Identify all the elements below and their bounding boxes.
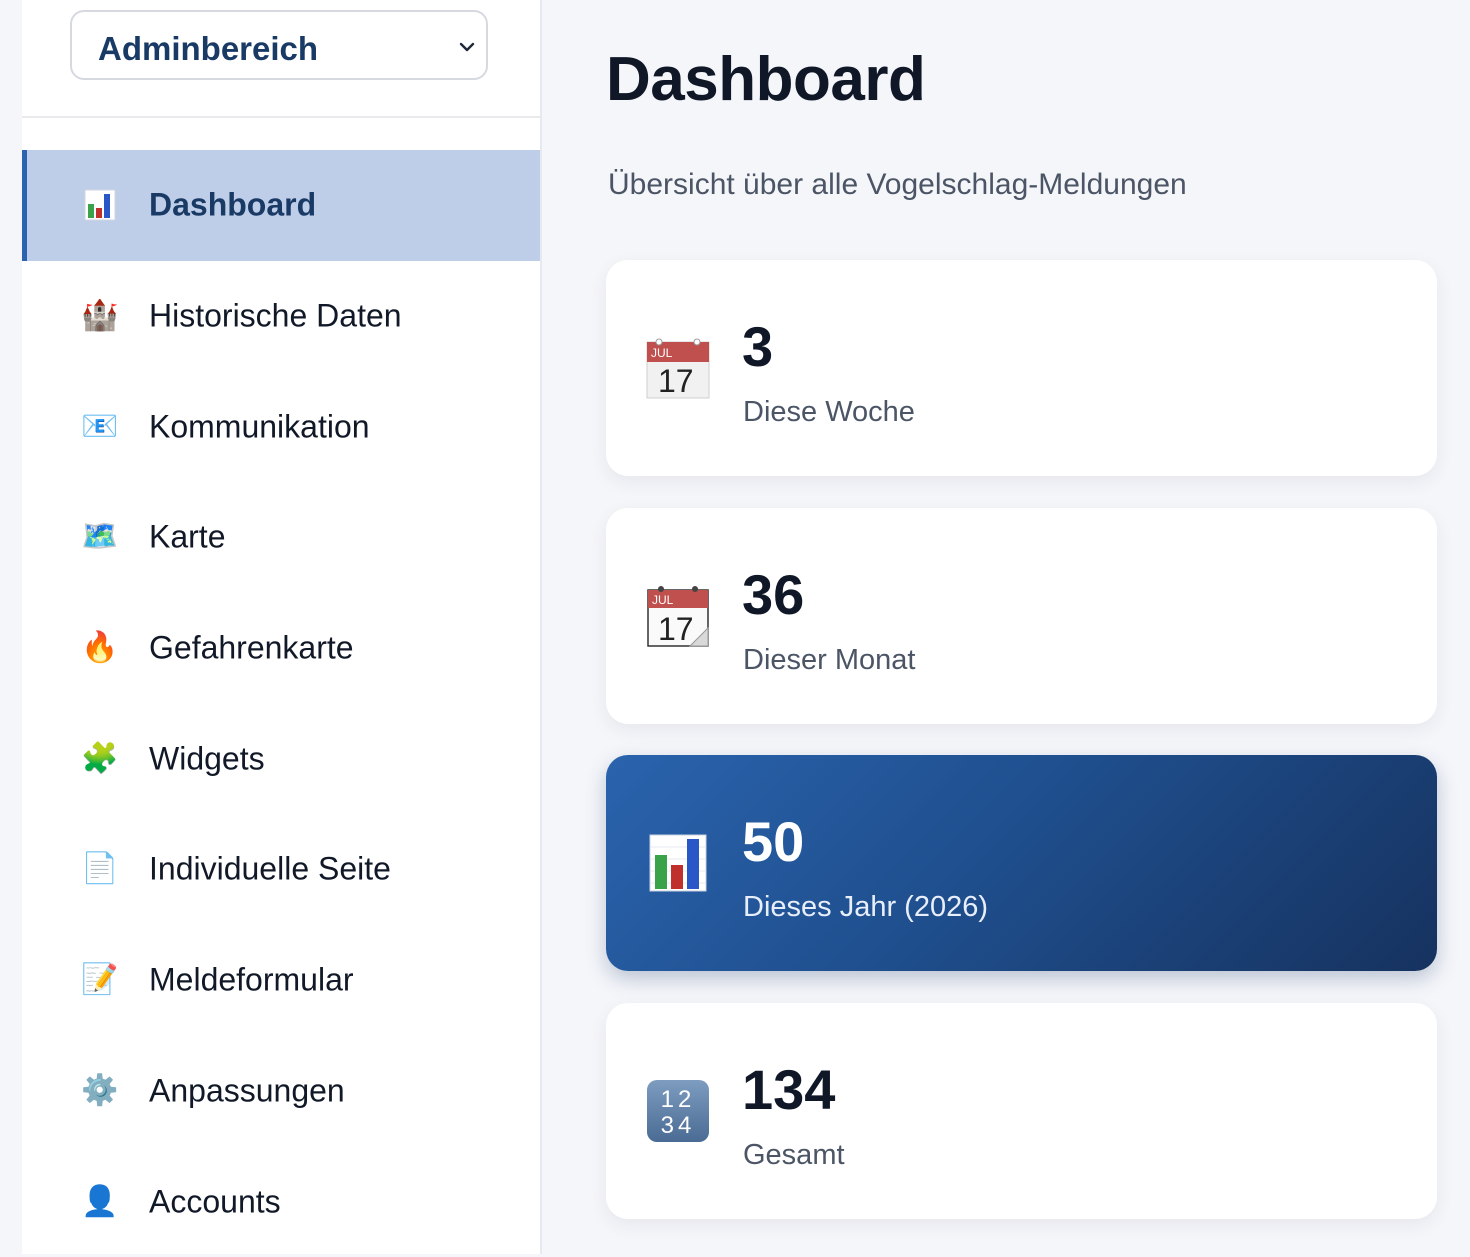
sidebar-item-label: Individuelle Seite	[149, 850, 391, 887]
area-select[interactable]: Adminbereich	[70, 10, 488, 80]
sidebar-divider	[22, 116, 540, 118]
stat-value: 36	[742, 563, 805, 626]
sidebar-item-label: Kommunikation	[149, 408, 370, 445]
window-edge	[0, 0, 22, 1254]
main-content: Dashboard Übersicht über alle Vogelschla…	[542, 0, 1470, 1254]
sidebar-item-anpassungen[interactable]: ⚙️ Anpassungen	[22, 1036, 540, 1147]
user-icon: 👤	[81, 1184, 119, 1218]
stat-card-month: JUL 17 36 Dieser Monat	[606, 508, 1437, 724]
sidebar-item-accounts[interactable]: 👤 Accounts	[22, 1146, 540, 1257]
sidebar-item-label: Historische Daten	[149, 297, 402, 334]
stat-caption: Gesamt	[743, 1139, 845, 1171]
map-icon: 🗺️	[81, 520, 119, 554]
tear-off-calendar-icon: JUL 17	[647, 586, 709, 647]
sidebar-nav: Dashboard 🏰 Historische Daten 📧 Kommunik…	[22, 150, 540, 1257]
sidebar-item-gefahrenkarte[interactable]: 🔥 Gefahrenkarte	[22, 593, 540, 704]
fire-icon: 🔥	[81, 631, 119, 665]
sidebar-item-label: Widgets	[149, 740, 265, 777]
sidebar-item-label: Anpassungen	[149, 1072, 345, 1109]
sidebar-item-label: Meldeformular	[149, 961, 354, 998]
stat-caption: Dieser Monat	[743, 644, 916, 676]
puzzle-icon: 🧩	[81, 741, 119, 775]
numbers-bottom: 34	[661, 1112, 696, 1139]
page-title: Dashboard	[606, 45, 926, 114]
memo-icon: 📝	[81, 963, 119, 997]
stat-card-year: 50 Dieses Jahr (2026)	[606, 755, 1437, 971]
sidebar-item-label: Accounts	[149, 1183, 281, 1220]
sidebar-item-individuelle-seite[interactable]: 📄 Individuelle Seite	[22, 814, 540, 925]
sidebar-item-karte[interactable]: 🗺️ Karte	[22, 482, 540, 593]
page-icon: 📄	[81, 852, 119, 886]
stat-value: 50	[742, 810, 805, 873]
stat-card-week: JUL 17 3 Diese Woche	[606, 260, 1437, 476]
sidebar-item-label: Karte	[149, 518, 226, 555]
sidebar-item-widgets[interactable]: 🧩 Widgets	[22, 703, 540, 814]
castle-icon: 🏰	[81, 299, 119, 333]
sidebar-item-label: Gefahrenkarte	[149, 629, 354, 666]
calendar-month: JUL	[651, 346, 673, 360]
gear-icon: ⚙️	[81, 1073, 119, 1107]
stat-value: 134	[742, 1058, 836, 1121]
stat-card-total: 12 34 134 Gesamt	[606, 1003, 1437, 1219]
email-icon: 📧	[81, 409, 119, 443]
chevron-down-icon	[459, 42, 475, 52]
calendar-day: 17	[658, 363, 694, 399]
stat-caption: Diese Woche	[743, 396, 915, 428]
calendar-day: 17	[658, 611, 694, 647]
area-select-label: Adminbereich	[98, 30, 319, 67]
stat-caption: Dieses Jahr (2026)	[743, 891, 988, 923]
stat-value: 3	[742, 315, 774, 378]
numbers-top: 12	[661, 1086, 696, 1113]
page-subtitle: Übersicht über alle Vogelschlag-Meldunge…	[608, 168, 1187, 201]
bar-chart-icon	[80, 185, 120, 225]
sidebar-item-label: Dashboard	[149, 186, 317, 223]
calendar-month: JUL	[652, 593, 674, 607]
sidebar-item-kommunikation[interactable]: 📧 Kommunikation	[22, 371, 540, 482]
sidebar: Adminbereich Dashboard 🏰 Historische Dat…	[22, 0, 542, 1254]
numbers-icon: 12 34	[647, 1080, 709, 1142]
sidebar-item-meldeformular[interactable]: 📝 Meldeformular	[22, 925, 540, 1036]
sidebar-item-dashboard[interactable]: Dashboard	[22, 150, 540, 261]
bar-chart-icon	[649, 834, 707, 892]
sidebar-item-historische-daten[interactable]: 🏰 Historische Daten	[22, 261, 540, 372]
calendar-icon: JUL 17	[646, 338, 710, 399]
